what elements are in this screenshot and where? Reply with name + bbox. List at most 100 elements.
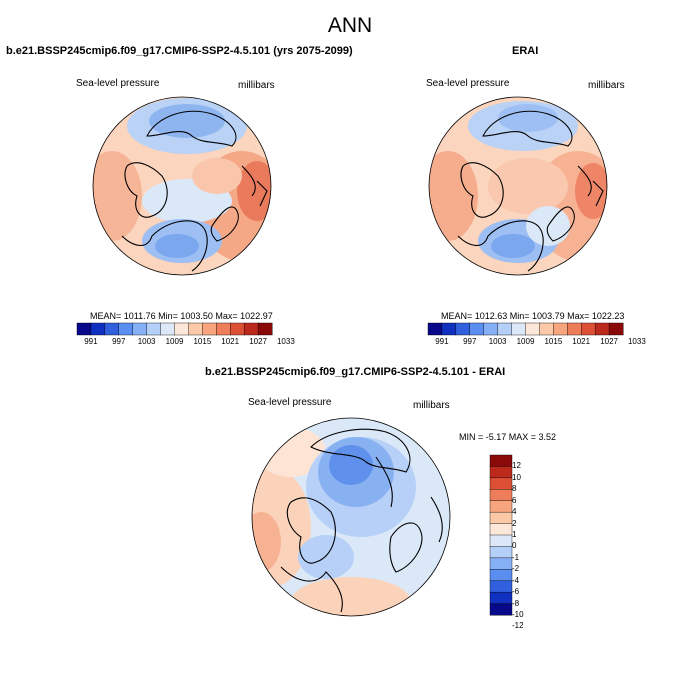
colorbar-swatch <box>257 322 273 336</box>
low-pressure-south-core <box>155 234 199 258</box>
colorbar-tick-label: 6 <box>512 495 517 505</box>
colorbar-swatch <box>174 322 189 336</box>
colorbar-swatch <box>608 322 624 336</box>
map-border <box>428 96 608 276</box>
colorbar-tick-label: -4 <box>512 575 520 585</box>
colorbar-swatch <box>216 322 231 336</box>
panel-2-colorbar-ticks: 991 997 1003 1009 1015 1021 1027 1033 <box>428 337 646 349</box>
high-pressure-core <box>237 161 271 221</box>
colorbar-tick-label: 1 <box>512 530 517 539</box>
coastline-south <box>457 220 544 272</box>
positive-anomaly-west-core <box>252 512 281 572</box>
colorbar-swatch <box>489 580 513 593</box>
colorbar-swatch <box>594 322 610 336</box>
coastline-south <box>121 220 208 272</box>
colorbar-tick-label: 10 <box>512 472 521 482</box>
panel-3-units-label: millibars <box>413 400 450 411</box>
colorbar-tick-label: 12 <box>512 461 521 471</box>
map-border <box>92 96 272 276</box>
coastline-north <box>310 428 411 473</box>
colorbar-swatch <box>90 322 106 336</box>
colorbar-tick-label: -1 <box>512 552 520 562</box>
coastline-greenland <box>286 497 336 564</box>
colorbar-swatch <box>427 322 443 336</box>
low-pressure-south-core <box>491 234 535 258</box>
coastline-south <box>280 566 343 613</box>
colorbar-swatch <box>489 466 513 479</box>
coastline-east <box>375 456 443 543</box>
negative-anomaly-south <box>298 535 354 579</box>
colorbar-tick-label: 1033 <box>276 337 295 346</box>
coastline-scandinavia <box>210 206 239 242</box>
panel-2-stats: MEAN= 1012.63 Min= 1003.79 Max= 1022.23 <box>441 311 625 321</box>
panel-1-stats: MEAN= 1011.76 Min= 1003.50 Max= 1022.97 <box>90 311 273 321</box>
panel-3-variable-label: Sea-level pressure <box>248 397 332 408</box>
panel-3-map <box>251 417 451 617</box>
colorbar-swatch <box>489 534 513 547</box>
colorbar-tick-label: 997 <box>463 337 477 346</box>
coastline-east <box>577 165 604 207</box>
colorbar-swatch <box>230 322 245 336</box>
colorbar-swatch <box>489 500 513 513</box>
figure-title: ANN <box>327 14 373 37</box>
colorbar-swatch <box>497 322 513 336</box>
coastline-scandinavia <box>389 522 423 573</box>
colorbar-swatch <box>553 322 568 336</box>
panel-3-colorbar-ticks: 12 10 8 6 4 2 1 0 -1 -2 -4 -6 -8 -10 -12 <box>512 455 542 630</box>
colorbar-swatch <box>202 322 217 336</box>
low-pressure-north-core <box>498 104 558 132</box>
panel-1-variable-label: Sea-level pressure <box>76 78 160 89</box>
colorbar-tick-label: 1009 <box>165 337 184 346</box>
colorbar-swatch <box>243 322 259 336</box>
colorbar-tick-label: 1021 <box>572 337 591 346</box>
colorbar-swatch <box>489 477 513 490</box>
high-pressure-core <box>575 163 607 219</box>
colorbar-swatch <box>567 322 582 336</box>
panel-2-map <box>428 96 608 276</box>
colorbar-tick-label: 991 <box>435 337 449 346</box>
high-pressure-west <box>93 151 142 241</box>
panel-2-units-label: millibars <box>588 80 625 91</box>
colorbar-swatch <box>581 322 596 336</box>
colorbar-swatch <box>76 322 92 336</box>
panel-1-colorbar <box>76 322 273 336</box>
colorbar-tick-label: -8 <box>512 598 520 608</box>
colorbar-tick-label: 1027 <box>600 337 618 346</box>
colorbar-tick-label: -10 <box>512 610 524 619</box>
panel-3-title: b.e21.BSSP245cmip6.f09_g17.CMIP6-SSP2-4.… <box>205 366 506 378</box>
coastline-north <box>482 110 573 147</box>
panel-1-colorbar-ticks: 991 997 1003 1009 1015 1021 1027 1033 <box>77 337 295 349</box>
arctic-high-zone <box>488 158 568 214</box>
colorbar-swatch <box>132 322 148 336</box>
panel-2-variable-label: Sea-level pressure <box>426 78 510 89</box>
colorbar-swatch <box>441 322 457 336</box>
colorbar-tick-label: 1027 <box>249 337 267 346</box>
colorbar-swatch <box>489 546 513 559</box>
colorbar-tick-label: 1015 <box>193 337 212 346</box>
panel-3-stats: MIN = -5.17 MAX = 3.52 <box>459 432 557 442</box>
colorbar-swatch <box>104 322 120 336</box>
colorbar-swatch <box>489 569 513 582</box>
colorbar-swatch <box>483 322 499 336</box>
panel-2-colorbar <box>427 322 624 336</box>
panel-2-title: ERAI <box>512 45 539 57</box>
colorbar-swatch <box>118 322 134 336</box>
colorbar-tick-label: 1003 <box>137 337 156 346</box>
colorbar-tick-label: 0 <box>512 541 517 551</box>
colorbar-tick-label: -12 <box>512 621 524 631</box>
colorbar-swatch <box>489 557 513 570</box>
colorbar-swatch <box>489 591 513 605</box>
colorbar-swatch <box>511 322 526 336</box>
colorbar-tick-label: 2 <box>512 518 517 528</box>
colorbar-swatch <box>489 511 513 525</box>
coastline-greenland <box>124 162 168 218</box>
coastline-east <box>241 165 268 207</box>
colorbar-tick-label: 4 <box>512 507 517 517</box>
negative-anomaly-core <box>329 445 373 485</box>
colorbar-tick-label: 997 <box>112 337 126 346</box>
colorbar-swatch <box>455 322 471 336</box>
colorbar-swatch <box>525 322 540 336</box>
positive-anomaly-south <box>291 577 411 616</box>
panel-1-title: b.e21.BSSP245cmip6.f09_g17.CMIP6-SSP2-4.… <box>6 45 353 57</box>
colorbar-tick-label: 1033 <box>627 337 646 346</box>
